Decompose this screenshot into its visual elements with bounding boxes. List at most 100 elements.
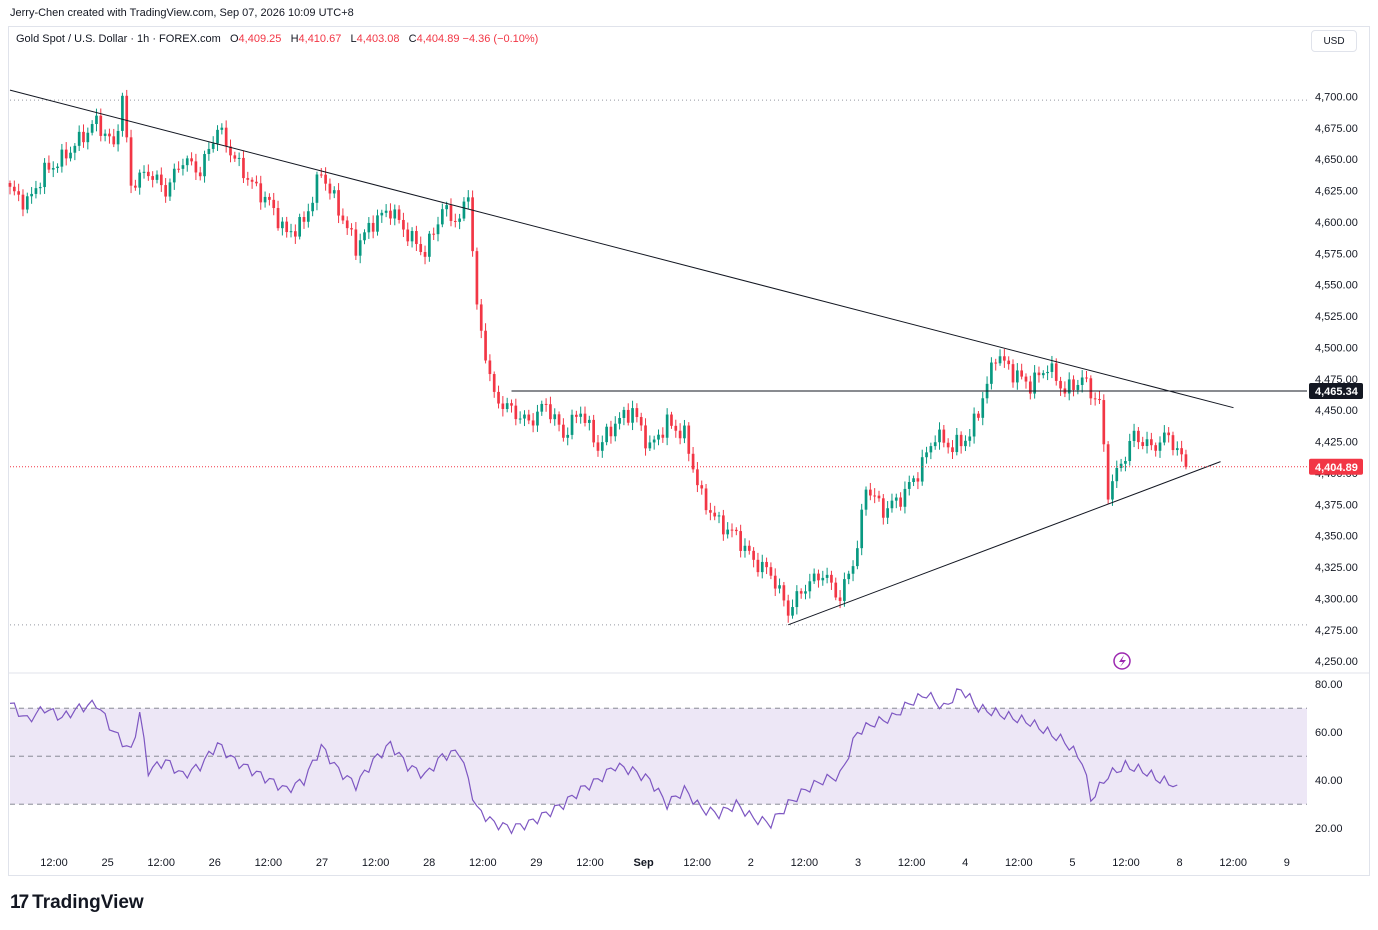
candle-body: [181, 165, 185, 169]
alert-icon: [1113, 652, 1131, 670]
candle-body: [319, 174, 323, 176]
candle-body: [1162, 432, 1166, 443]
candle-body: [1050, 363, 1054, 372]
candle-body: [752, 550, 755, 560]
candle-body: [328, 183, 332, 194]
candle-body: [661, 434, 665, 438]
candle-body: [268, 196, 271, 200]
candle-body: [233, 155, 237, 159]
candle-body: [492, 374, 496, 392]
candle-body: [804, 591, 807, 594]
candle-body: [670, 414, 673, 426]
candle-body: [302, 217, 306, 222]
candle-body: [229, 146, 232, 156]
price-label-box: [1309, 382, 1363, 399]
candle-body: [125, 95, 129, 138]
tradingview-logo-text: TradingView: [32, 892, 144, 913]
candle-body: [977, 413, 980, 418]
candle-body: [938, 429, 941, 443]
candle-body: [531, 420, 535, 426]
time-tick-label: Sep: [634, 857, 654, 869]
candle-body: [255, 181, 258, 184]
candle-body: [834, 582, 838, 598]
candle-body: [64, 149, 68, 159]
candle-body: [315, 174, 319, 203]
candle-body: [121, 95, 124, 131]
candle-body: [769, 567, 773, 576]
candle-body: [1150, 439, 1153, 446]
candle-body: [916, 478, 920, 482]
candle-body: [600, 442, 604, 451]
time-tick-label: 12:00: [40, 857, 68, 869]
candle-body: [95, 115, 98, 125]
candle-body: [306, 211, 310, 222]
candle-body: [1059, 380, 1062, 389]
candle-body: [782, 585, 786, 601]
candle-body: [562, 424, 565, 438]
price-tick-label: 4,625.00: [1315, 186, 1358, 198]
price-tick-label: 4,375.00: [1315, 499, 1358, 511]
candle-body: [972, 413, 976, 437]
candle-body: [479, 304, 483, 331]
candle-body: [903, 488, 907, 507]
candle-body: [458, 218, 461, 222]
candle-body: [704, 488, 708, 511]
price-tick-label: 4,425.00: [1315, 437, 1358, 449]
tradingview-logo-icon: 17: [10, 892, 29, 913]
candle-body: [808, 581, 812, 592]
candle-body: [440, 209, 444, 225]
candle-body: [998, 356, 1002, 364]
price-change: −4.36 (−0.10%): [462, 33, 539, 45]
candle-body: [190, 158, 193, 162]
candle-body: [613, 423, 617, 437]
symbol-legend: Gold Spot / U.S. Dollar · 1h · FOREX.com…: [16, 33, 538, 45]
candle-body: [817, 573, 820, 581]
candle-body: [203, 154, 206, 177]
candle-body: [618, 417, 621, 424]
time-tick-label: 2: [748, 857, 754, 869]
candle-body: [1180, 448, 1183, 455]
candle-body: [453, 220, 457, 222]
candle-body: [739, 531, 742, 551]
candle-body: [1028, 381, 1032, 394]
candle-body: [773, 575, 777, 589]
price-tick-label: 4,575.00: [1315, 248, 1358, 260]
candle-body: [237, 157, 241, 159]
time-tick-label: 12:00: [469, 857, 497, 869]
candle-body: [354, 229, 358, 256]
candle-body: [1167, 432, 1170, 436]
candle-body: [47, 162, 51, 170]
candle-body: [25, 196, 29, 210]
candle-body: [471, 197, 474, 252]
ohlc-low: L4,403.08: [350, 33, 400, 45]
candle-body: [1015, 370, 1019, 383]
candle-body: [293, 231, 297, 237]
candle-body: [289, 231, 293, 233]
candle-body: [596, 442, 600, 451]
candle-body: [964, 440, 967, 447]
candle-body: [462, 201, 466, 219]
candle-body: [747, 545, 751, 551]
symbol-title[interactable]: Gold Spot / U.S. Dollar · 1h · FOREX.com: [16, 33, 221, 45]
candle-body: [981, 398, 985, 418]
candle-body: [250, 179, 254, 182]
candle-body: [484, 330, 487, 361]
candle-body: [12, 186, 16, 192]
currency-button[interactable]: USD: [1311, 30, 1357, 52]
candle-body: [1041, 373, 1045, 376]
candle-body: [639, 417, 643, 426]
candle-body: [1119, 463, 1123, 468]
candle-body: [886, 508, 889, 518]
candle-body: [410, 231, 414, 242]
candle-body: [185, 158, 189, 166]
candle-body: [626, 409, 630, 423]
candle-body: [402, 219, 405, 230]
candle-body: [795, 591, 799, 608]
price-tick-label: 4,500.00: [1315, 342, 1358, 354]
candle-body: [1020, 370, 1024, 377]
candle-body: [1037, 372, 1041, 376]
candle-body: [899, 497, 902, 507]
candle-body: [1175, 448, 1179, 451]
candle-body: [864, 489, 868, 510]
